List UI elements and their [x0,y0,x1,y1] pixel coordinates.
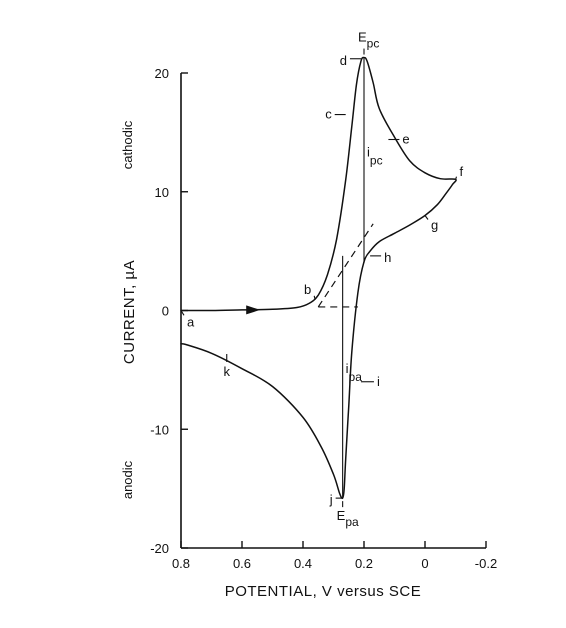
peak-potential-label: Epa [337,508,359,529]
cathodic-label: cathodic [120,120,135,169]
point-leader [424,215,429,220]
label-layer: ipc ipa Epc Epa a b c d e f g h i j k [180,30,464,529]
point-leader [180,310,185,316]
axes: 20 10 0 -10 -200.8 0.6 0.4 0.2 0 -0.2 [150,66,497,571]
point-label-a: a [187,315,195,330]
anodic-label: anodic [120,460,135,499]
point-label-j: j [329,492,333,507]
point-label-b: b [304,282,311,297]
x-tick-label: 0.8 [172,556,190,571]
point-leader [454,176,458,181]
y-tick-label: 10 [155,185,169,200]
scan-direction-arrow [246,305,261,315]
x-tick-label: -0.2 [475,556,497,571]
peak-current-label: ipa [346,361,363,384]
point-leader [313,295,316,300]
point-label-f: f [460,164,464,179]
point-label-d: d [340,53,347,68]
x-tick-label: 0.6 [233,556,251,571]
y-tick-label: 20 [155,66,169,81]
y-tick-label: 0 [162,304,169,319]
point-label-c: c [325,107,332,122]
point-label-e: e [402,132,409,147]
x-tick-label: 0.2 [355,556,373,571]
point-label-g: g [431,218,438,233]
x-tick-label: 0 [421,556,428,571]
peak-potential-label: Epc [358,30,379,51]
voltammogram-curve [180,56,457,500]
peak-current-label: ipc [367,144,383,167]
x-axis-label: POTENTIAL, V versus SCE [225,583,422,600]
dashed-baseline [317,223,374,308]
point-label-i: i [377,374,380,389]
curve-layer [180,56,457,500]
y-tick-label: -10 [150,422,169,437]
point-label-h: h [384,250,391,265]
y-tick-label: -20 [150,541,169,556]
x-tick-label: 0.4 [294,556,312,571]
point-label-k: k [224,364,231,379]
y-axis-label: CURRENT, µA [121,260,138,364]
